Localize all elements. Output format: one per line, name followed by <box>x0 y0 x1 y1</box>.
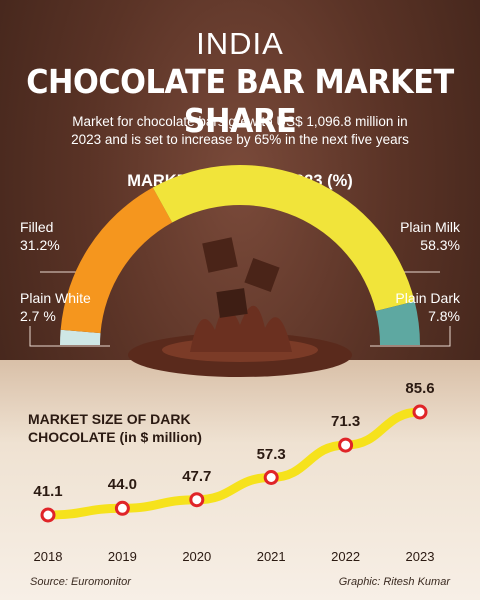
slice-value: 2.7 % <box>20 308 56 324</box>
chocolate-piece <box>202 237 238 273</box>
data-point <box>338 437 354 453</box>
slice-name: Filled <box>20 219 54 235</box>
slice-value: 7.8% <box>428 308 460 324</box>
slice-label-filled: Filled 31.2% <box>20 218 60 254</box>
data-point <box>189 492 205 508</box>
x-tick-label: 2018 <box>33 549 63 564</box>
data-label: 57.3 <box>256 445 286 463</box>
data-label: 41.1 <box>33 483 63 500</box>
title-country: INDIA <box>196 26 284 61</box>
subtitle: Market for chocolate bars grew to US$ 1,… <box>40 113 440 149</box>
page-title: CHOCOLATE BAR MARKET SHARE <box>26 62 454 140</box>
slice-label-plain-dark: Plain Dark 7.8% <box>395 289 460 325</box>
chocolate-crown <box>190 305 292 352</box>
gauge-slice-plain-white <box>60 329 101 345</box>
data-point <box>263 470 279 486</box>
line-chart-title: MARKET SIZE OF DARK CHOCOLATE (in $ mill… <box>28 410 288 446</box>
data-label: 47.7 <box>182 467 212 485</box>
gauge-slice-plain-dark <box>375 301 420 345</box>
line-chart-title-2: CHOCOLATE (in $ million) <box>28 429 202 445</box>
data-label: 71.3 <box>330 413 361 431</box>
slice-value: 58.3% <box>420 237 460 253</box>
data-point <box>114 500 130 516</box>
slice-name: Plain Milk <box>400 219 460 235</box>
gauge-slice-plain-milk <box>152 165 415 312</box>
slice-name: Plain Dark <box>395 290 460 306</box>
chocolate-piece <box>244 257 280 293</box>
connector-plain-dark <box>370 326 451 347</box>
graphic-credit: Graphic: Ritesh Kumar <box>338 576 450 588</box>
slice-label-plain-milk: Plain Milk 58.3% <box>400 218 460 254</box>
data-point <box>412 404 428 420</box>
x-tick-label: 2021 <box>256 549 286 564</box>
source-note: Source: Euromonitor <box>30 576 131 588</box>
data-point <box>40 507 56 523</box>
line-chart-title-1: MARKET SIZE OF DARK <box>28 411 191 427</box>
data-label: 44.0 <box>107 476 137 494</box>
chocolate-piece <box>216 288 248 318</box>
gauge-slice-filled <box>60 187 173 334</box>
x-tick-label: 2020 <box>182 549 212 564</box>
x-tick-label: 2019 <box>107 549 137 564</box>
slice-label-plain-white: Plain White 2.7 % <box>20 289 91 325</box>
subtitle-line-1: Market for chocolate bars grew to US$ 1,… <box>72 114 408 129</box>
slice-value: 31.2% <box>20 237 60 253</box>
subtitle-line-2: 2023 and is set to increase by 65% in th… <box>71 132 409 147</box>
connector-plain-white <box>29 326 110 347</box>
slice-name: Plain White <box>20 290 91 306</box>
lower-background <box>0 360 480 600</box>
x-tick-label: 2022 <box>331 549 361 564</box>
x-tick-label: 2023 <box>405 549 435 564</box>
data-label: 85.6 <box>405 380 435 397</box>
